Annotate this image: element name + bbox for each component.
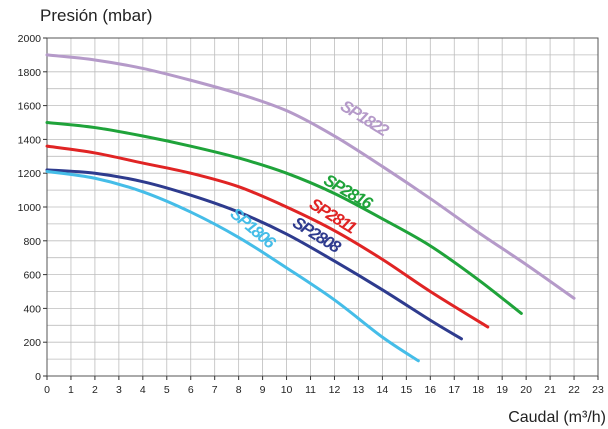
x-tick-label: 6 bbox=[188, 384, 194, 396]
x-tick-label: 4 bbox=[140, 384, 146, 396]
x-tick-label: 18 bbox=[472, 384, 484, 396]
x-tick-label: 2 bbox=[92, 384, 98, 396]
x-tick-label: 11 bbox=[305, 384, 316, 396]
y-tick-label: 1000 bbox=[18, 202, 42, 214]
x-tick-label: 21 bbox=[544, 384, 556, 396]
x-tick-label: 13 bbox=[353, 384, 365, 396]
series-line-sp2816 bbox=[45, 121, 523, 315]
y-axis-title: Presión (mbar) bbox=[40, 6, 153, 25]
x-tick-label: 19 bbox=[496, 384, 508, 396]
y-tick-label: 1400 bbox=[18, 134, 42, 146]
y-tick-label: 2000 bbox=[18, 33, 42, 45]
series-label-sp1822: SP1822 bbox=[337, 96, 392, 140]
x-tick-label: 8 bbox=[236, 384, 242, 396]
x-tick-label: 1 bbox=[68, 384, 74, 396]
series-group bbox=[45, 53, 576, 363]
y-tick-label: 800 bbox=[23, 236, 41, 248]
series-line-sp2808 bbox=[45, 168, 463, 341]
x-axis-title: Caudal (m³/h) bbox=[508, 409, 606, 426]
x-tick-label: 23 bbox=[592, 384, 604, 396]
x-tick-label: 10 bbox=[281, 384, 293, 396]
x-tick-label: 20 bbox=[520, 384, 532, 396]
series-line-sp1806 bbox=[45, 170, 420, 363]
y-tick-label: 0 bbox=[35, 371, 41, 383]
y-tick-label: 200 bbox=[23, 337, 41, 349]
x-tick-label: 3 bbox=[116, 384, 122, 396]
x-tick-label: 16 bbox=[424, 384, 436, 396]
x-tick-label: 0 bbox=[44, 384, 50, 396]
x-tick-label: 17 bbox=[448, 384, 460, 396]
series-line-sp1822 bbox=[45, 53, 576, 300]
y-tick-label: 600 bbox=[23, 270, 41, 282]
y-tick-label: 1600 bbox=[18, 101, 42, 113]
x-tick-label: 14 bbox=[377, 384, 389, 396]
y-tick-label: 1800 bbox=[18, 67, 42, 79]
x-tick-label: 9 bbox=[260, 384, 266, 396]
x-tick-label: 22 bbox=[568, 384, 580, 396]
x-tick-label: 5 bbox=[164, 384, 170, 396]
y-tick-label: 1200 bbox=[18, 168, 42, 180]
x-tick-label: 7 bbox=[212, 384, 218, 396]
series-line-sp2811 bbox=[45, 144, 490, 329]
x-tick-label: 12 bbox=[329, 384, 341, 396]
x-tick-label: 15 bbox=[401, 384, 413, 396]
y-tick-label: 400 bbox=[23, 303, 41, 315]
